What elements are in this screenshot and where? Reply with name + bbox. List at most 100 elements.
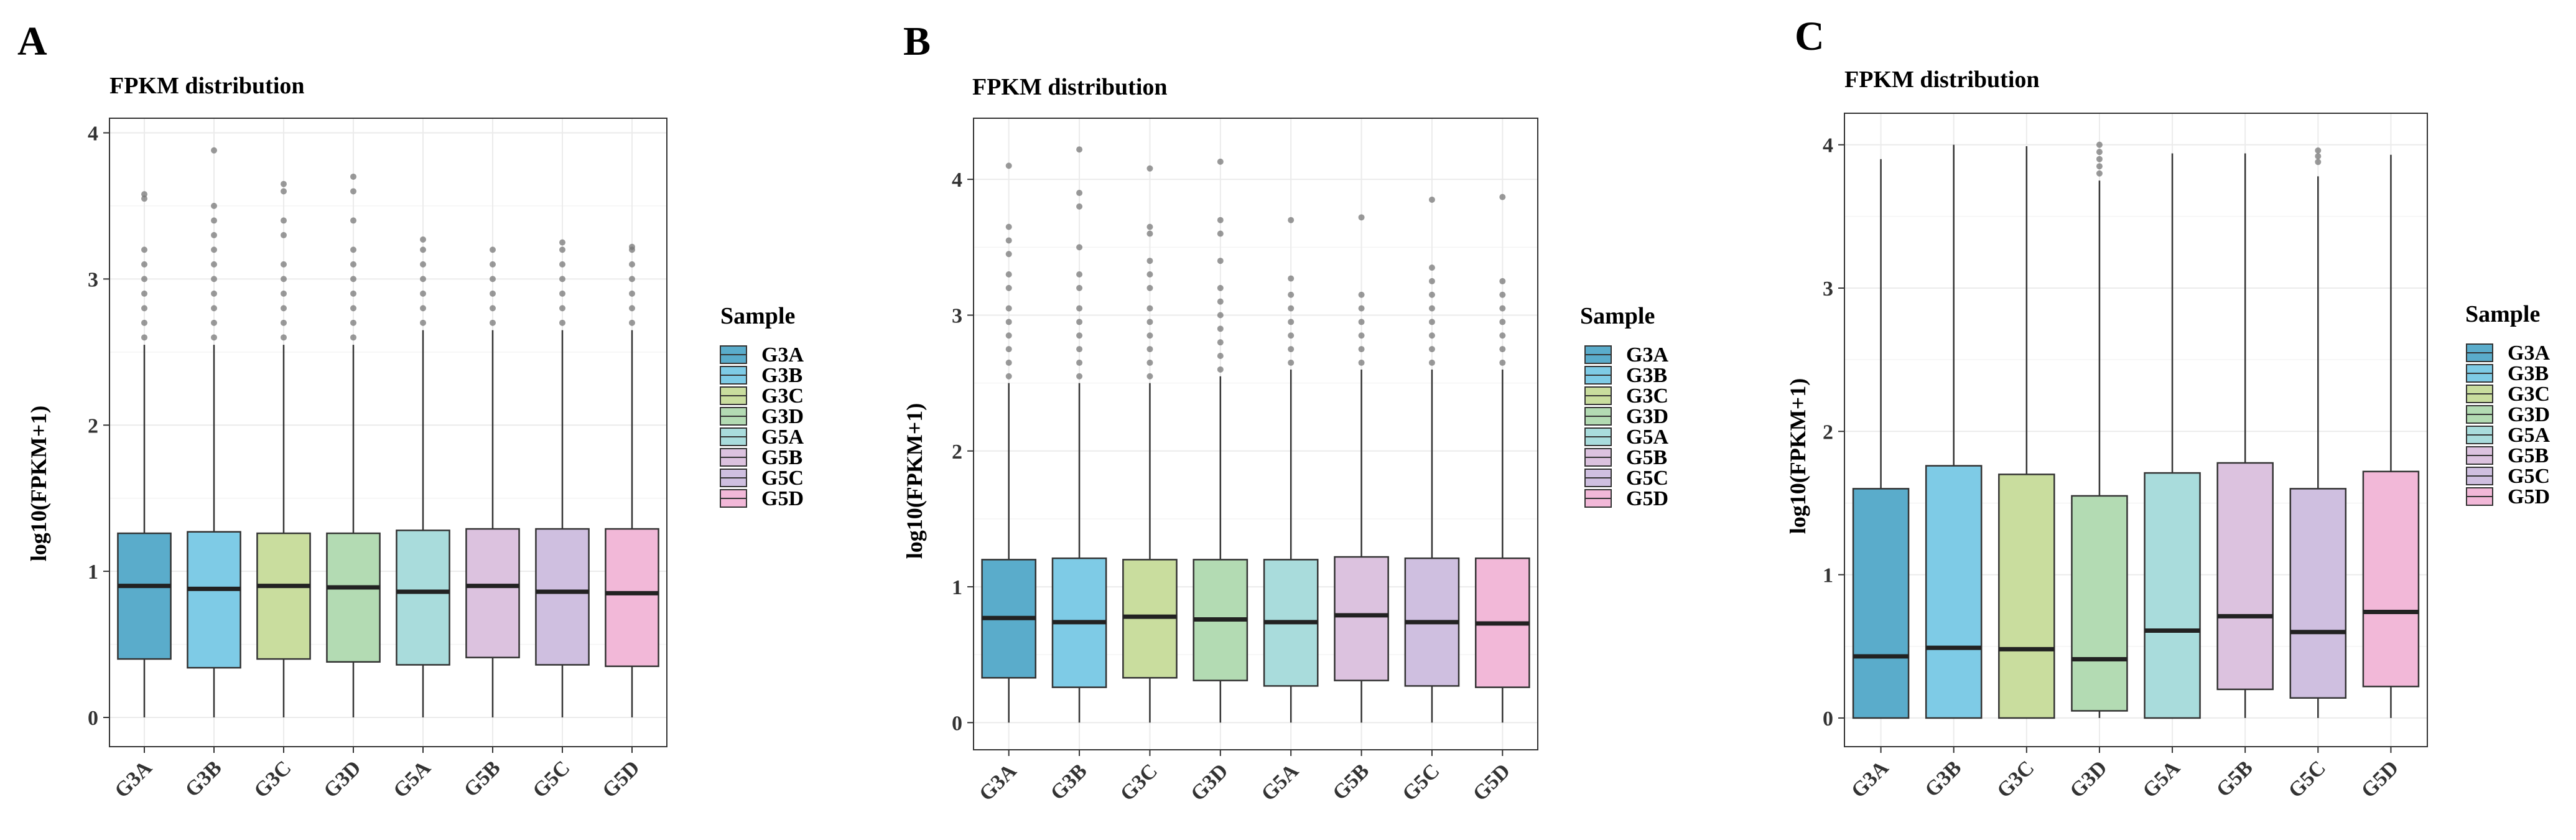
legend-label: G5B — [761, 446, 802, 469]
box-body — [1334, 556, 1389, 681]
y-tick-label: 3 — [1823, 278, 1833, 301]
outlier-point — [490, 319, 496, 326]
outlier-point — [281, 231, 287, 238]
legend-label: G5B — [1626, 446, 1667, 469]
legend-label: G3C — [761, 385, 804, 408]
outlier-point — [141, 276, 147, 282]
y-tick-label: 1 — [88, 561, 98, 584]
outlier-point — [1358, 305, 1365, 312]
y-tick-label: 1 — [1823, 564, 1833, 587]
box-G3D — [2071, 141, 2128, 718]
outlier-point — [211, 231, 217, 238]
outlier-point — [1428, 278, 1435, 284]
legend-label: G5C — [761, 467, 804, 490]
legend-item-G5C: G5C — [2466, 465, 2550, 488]
outlier-point — [1428, 291, 1435, 298]
outlier-point — [1005, 305, 1012, 312]
x-tick-label: G3B — [1046, 759, 1092, 805]
outlier-point — [559, 305, 565, 312]
outlier-point — [559, 319, 565, 326]
outlier-point — [1499, 332, 1506, 339]
outlier-point — [350, 319, 356, 326]
outlier-point — [2096, 170, 2103, 177]
outlier-point — [211, 147, 217, 154]
outlier-point — [1358, 319, 1365, 325]
legend-item-G3B: G3B — [1584, 364, 1667, 387]
x-tick-label: G5D — [1469, 759, 1515, 805]
outlier-point — [490, 261, 496, 268]
outlier-point — [1288, 275, 1295, 282]
outlier-point — [1217, 325, 1224, 332]
outlier-point — [629, 319, 635, 326]
legend-label: G3A — [761, 343, 804, 366]
legend-label: G3D — [2508, 403, 2550, 426]
box-body — [1925, 465, 1983, 719]
outlier-point — [2315, 153, 2322, 160]
outlier-point — [1358, 332, 1365, 339]
y-tick-label: 3 — [88, 268, 98, 291]
outlier-point — [559, 239, 565, 246]
outlier-point — [1076, 319, 1083, 325]
outlier-point — [629, 276, 635, 282]
outlier-point — [490, 290, 496, 297]
outlier-point — [281, 305, 287, 312]
outlier-point — [629, 305, 635, 312]
legend-item-G3B: G3B — [2466, 362, 2549, 385]
outlier-point — [1076, 359, 1083, 366]
outlier-point — [281, 334, 287, 341]
outlier-point — [1499, 346, 1506, 353]
legend-item-G3D: G3D — [720, 405, 804, 428]
outlier-point — [1217, 366, 1224, 373]
box-body — [535, 528, 590, 666]
outlier-point — [1499, 278, 1506, 284]
outlier-point — [1076, 284, 1083, 291]
outlier-point — [1076, 332, 1083, 339]
box-body — [396, 530, 450, 666]
legend-label: G5C — [1626, 467, 1668, 490]
box-G5D — [605, 243, 659, 718]
outlier-point — [1146, 346, 1153, 353]
panel-letter-b: B — [903, 19, 931, 64]
outlier-point — [1146, 271, 1153, 278]
outlier-point — [629, 290, 635, 297]
outlier-point — [1288, 346, 1295, 353]
outlier-point — [1005, 359, 1012, 366]
outlier-point — [1217, 230, 1224, 237]
box-G3A — [981, 162, 1037, 723]
legend-label: G5C — [2508, 465, 2550, 488]
box-body — [326, 532, 381, 663]
legend-label: G3B — [2508, 362, 2549, 385]
x-tick-label: G5C — [528, 756, 574, 802]
outlier-point — [1288, 305, 1295, 312]
outlier-point — [211, 276, 217, 282]
outlier-point — [1146, 332, 1153, 339]
panel-letter-c: C — [1795, 14, 1825, 59]
outlier-point — [141, 195, 147, 202]
y-tick-label: 2 — [88, 414, 98, 437]
outlier-point — [490, 276, 496, 282]
outlier-point — [629, 261, 635, 268]
outlier-point — [1005, 346, 1012, 353]
chart-title-c: FPKM distribution — [1844, 67, 2040, 93]
outlier-point — [1005, 271, 1012, 278]
outlier-point — [1288, 332, 1295, 339]
box-body — [605, 528, 659, 668]
outlier-point — [1428, 319, 1435, 325]
outlier-point — [2096, 149, 2103, 156]
outlier-point — [1217, 312, 1224, 319]
outlier-point — [420, 319, 426, 326]
legend-label: G3C — [2508, 383, 2550, 406]
plot-area-b: 0 1 2 3 4 G3A G3B G3C G3D G5A G5B G5C G5D — [952, 118, 1538, 806]
outlier-point — [2096, 156, 2103, 162]
legend-item-G3C: G3C — [2466, 383, 2550, 406]
box-body — [2071, 495, 2128, 712]
outlier-point — [211, 305, 217, 312]
legend-item-G5B: G5B — [720, 446, 802, 469]
box-G3A — [1852, 159, 1910, 719]
outlier-point — [1358, 346, 1365, 353]
outlier-point — [141, 319, 147, 326]
legend-label: G5B — [2508, 444, 2549, 467]
